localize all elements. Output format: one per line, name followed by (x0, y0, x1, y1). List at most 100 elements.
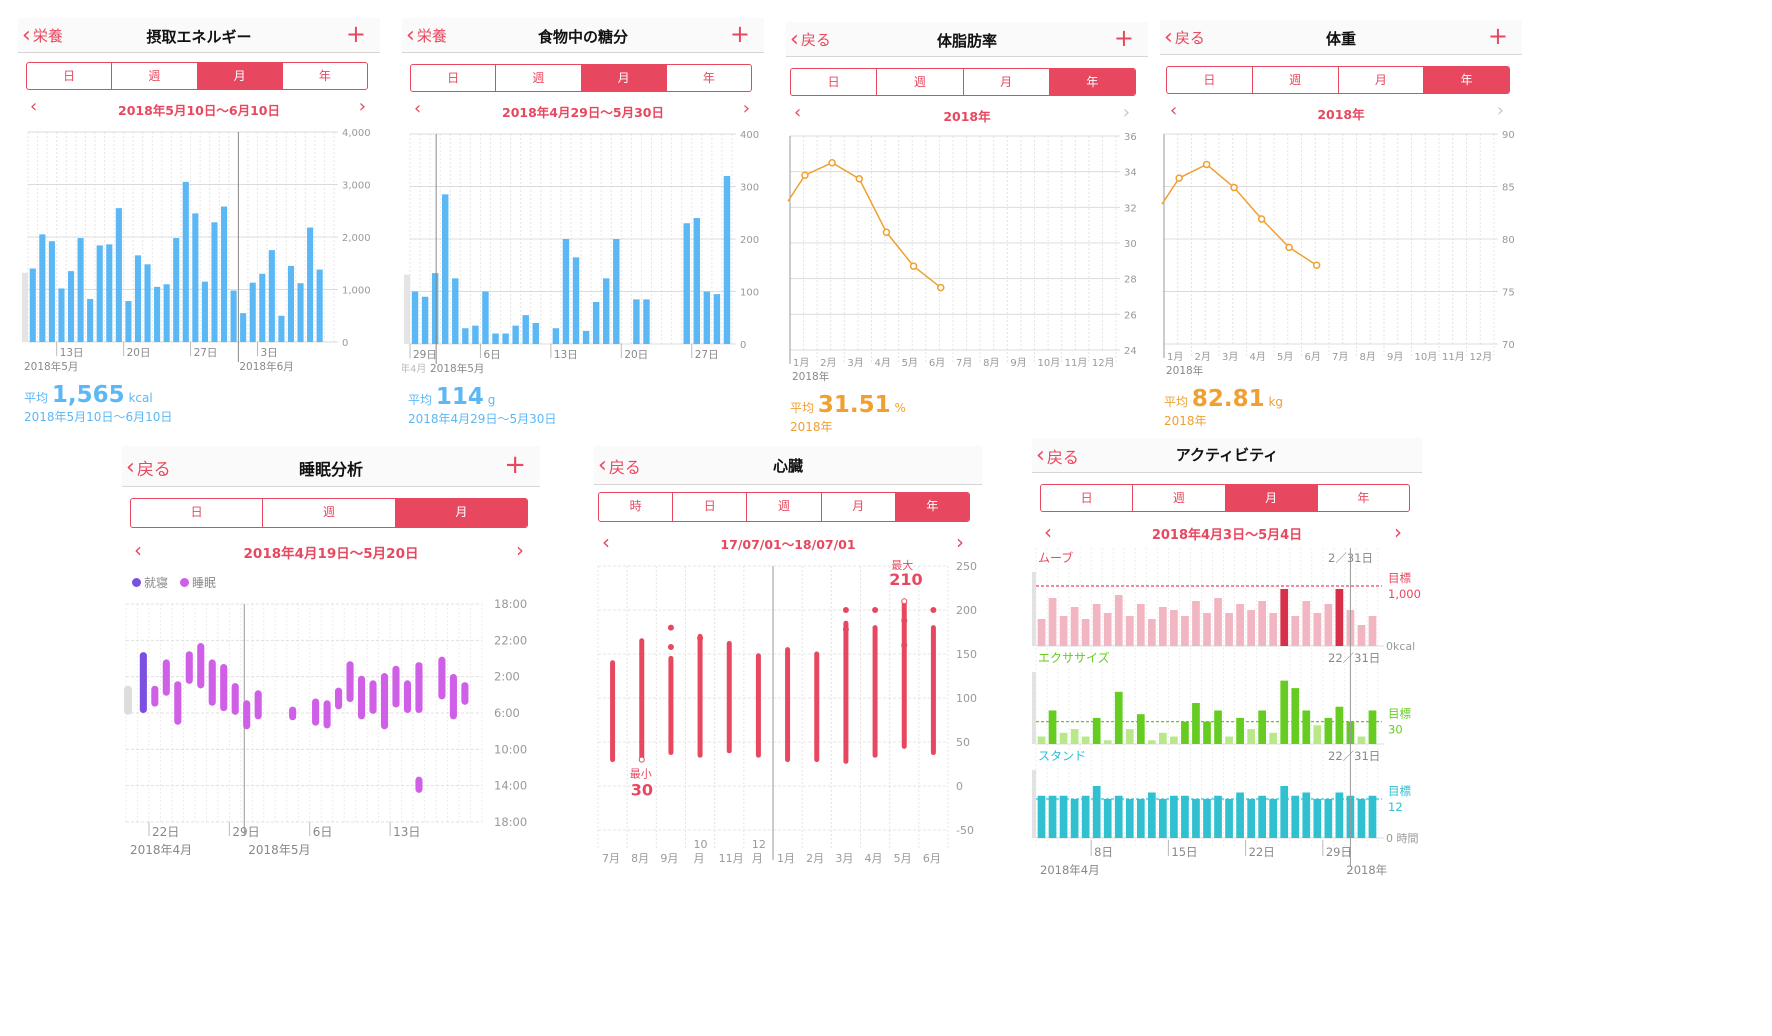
tab-bodyfat-3[interactable]: 年 (1049, 69, 1135, 95)
x-tick-label: 2月 (820, 357, 836, 369)
add-icon[interactable]: + (729, 20, 750, 48)
tab-activity-2[interactable]: 月 (1225, 485, 1318, 511)
y-tick-label: 400 (740, 130, 759, 141)
tab-sleep-0[interactable]: 日 (131, 499, 264, 527)
tab-weight-3[interactable]: 年 (1424, 67, 1509, 93)
tab-heart-3[interactable]: 月 (822, 493, 896, 521)
x-tick-label: 10月 (1415, 351, 1438, 363)
placeholder-bar (1032, 770, 1036, 838)
exercise-label: エクササイズ (1038, 650, 1110, 665)
activity-bar (1291, 616, 1300, 646)
prev-arrow-icon[interactable]: ‹ (134, 538, 142, 562)
next-arrow-icon[interactable]: › (1394, 520, 1402, 544)
tab-weight-1[interactable]: 週 (1253, 67, 1339, 93)
tab-sugar-3[interactable]: 年 (702, 71, 715, 85)
activity-bar (1269, 613, 1278, 646)
weight-period-tabs: 日週月年 (1166, 66, 1510, 94)
tab-activity-0[interactable]: 日 (1041, 485, 1134, 511)
add-icon[interactable]: + (1113, 24, 1134, 52)
add-icon[interactable]: + (504, 450, 526, 480)
y-tick-label: 28 (1124, 275, 1137, 286)
tab-weight-0[interactable]: 日 (1167, 67, 1253, 93)
min-point (638, 756, 645, 763)
prev-arrow-icon[interactable]: ‹ (1044, 520, 1052, 544)
data-bar (173, 238, 180, 342)
activity-bar (1081, 795, 1090, 838)
data-bar (29, 268, 36, 342)
tab-activity-1[interactable]: 週 (1133, 485, 1226, 511)
x-tick-label: 6日 (483, 349, 500, 361)
sugar-back-button[interactable]: ‹ 栄養 (406, 22, 447, 48)
sleep-bar (174, 681, 182, 725)
y-tick-label: 26 (1124, 310, 1137, 321)
activity-bar (1059, 795, 1068, 838)
weight-back-button[interactable]: ‹ 戻る (1164, 24, 1205, 50)
sleep-bar (312, 698, 320, 726)
data-point (828, 159, 836, 167)
activity-bar (1324, 604, 1333, 646)
x-tick-label: 6月 (1305, 351, 1321, 363)
next-arrow-icon[interactable]: › (956, 530, 964, 554)
tab-sugar-2[interactable]: 月 (581, 65, 667, 91)
data-bar (182, 181, 189, 342)
prev-arrow-icon[interactable]: ‹ (414, 98, 422, 119)
chevron-left-icon: ‹ (1036, 443, 1045, 468)
next-arrow-icon[interactable]: › (1122, 102, 1130, 123)
tab-weight-2[interactable]: 月 (1339, 67, 1425, 93)
tab-energy-2[interactable]: 月 (197, 63, 283, 89)
activity-bar (1114, 691, 1123, 744)
tab-sleep-1[interactable]: 週 (263, 499, 396, 527)
data-bar (48, 241, 55, 342)
activity-back-button[interactable]: ‹ 戻る (1036, 443, 1079, 468)
add-icon[interactable]: + (345, 20, 366, 48)
heart-point (667, 624, 674, 631)
next-arrow-icon[interactable]: › (1496, 100, 1504, 121)
sleep-bar (369, 680, 377, 714)
weight-nav-bar: ‹ 戻る 体重 + (1160, 20, 1522, 55)
x-tick-label: 8月 (631, 852, 649, 865)
tab-heart-1[interactable]: 日 (673, 493, 748, 521)
prev-arrow-icon[interactable]: ‹ (794, 102, 802, 123)
tab-energy-0[interactable]: 日 (27, 63, 113, 89)
prev-arrow-icon[interactable]: ‹ (1170, 100, 1178, 121)
activity-bar (1225, 613, 1233, 646)
chevron-left-icon: ‹ (1164, 24, 1173, 50)
data-point (1257, 215, 1266, 223)
heart-back-button[interactable]: ‹ 戻る (598, 453, 641, 478)
next-arrow-icon[interactable]: › (742, 98, 750, 119)
data-bar (683, 223, 690, 344)
bodyfat-back-button[interactable]: ‹ 戻る (790, 26, 831, 52)
tab-sugar-0[interactable]: 日 (411, 65, 497, 91)
move-goal-value: 1,000 (1388, 587, 1421, 601)
tab-bodyfat-0[interactable]: 日 (791, 69, 878, 95)
tab-bodyfat-1[interactable]: 週 (877, 69, 964, 95)
tab-sugar-1[interactable]: 週 (496, 65, 582, 91)
y-tick-label: 300 (740, 183, 759, 194)
data-bar (39, 234, 46, 342)
prev-arrow-icon[interactable]: ‹ (30, 96, 38, 117)
sleep-bar (380, 673, 389, 730)
prev-arrow-icon[interactable]: ‹ (602, 530, 610, 554)
next-arrow-icon[interactable]: › (358, 96, 366, 117)
sleep-back-button[interactable]: ‹ 戻る (126, 454, 171, 480)
tab-bodyfat-2[interactable]: 月 (964, 69, 1050, 95)
data-point (1202, 160, 1211, 169)
next-arrow-icon[interactable]: › (516, 538, 524, 562)
tab-energy-1[interactable]: 週 (112, 63, 198, 89)
tab-heart-4[interactable]: 年 (895, 493, 969, 521)
energy-back-button[interactable]: ‹ 栄養 (22, 22, 63, 48)
tab-heart-2[interactable]: 週 (747, 493, 822, 521)
activity-bar (1181, 616, 1189, 646)
sleep-bar (139, 652, 147, 713)
data-bar (693, 218, 701, 344)
data-bar (472, 325, 479, 344)
tab-heart-0[interactable]: 時 (599, 493, 674, 521)
tab-sleep-2[interactable]: 月 (395, 499, 527, 527)
add-icon[interactable]: + (1487, 22, 1508, 50)
tab-activity-3[interactable]: 年 (1357, 491, 1370, 505)
placeholder-bar (22, 272, 28, 342)
heart-date-range: 17/07/01〜18/07/01 (720, 537, 856, 552)
data-bar (421, 296, 429, 344)
tab-energy-3[interactable]: 年 (318, 69, 331, 83)
